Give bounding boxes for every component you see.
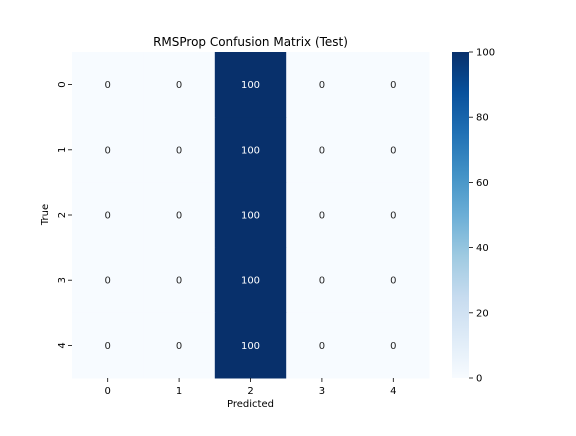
heatmap-cell-r3-c3 [286,247,359,314]
heatmap-cell-r2-c4 [357,182,430,249]
cell-annotation-r4-c3: 0 [319,341,325,352]
cell-annotation-r3-c1: 0 [176,276,182,287]
cell-annotation-r1-c3: 0 [319,145,325,156]
cell-annotation-r2-c0: 0 [105,211,111,222]
cell-annotation-r4-c4: 0 [390,341,396,352]
heatmap-cell-r1-c4 [357,117,430,183]
cell-annotation-r2-c1: 0 [176,211,182,222]
cell-annotation-r1-c1: 0 [176,145,182,156]
cell-annotation-r4-c2: 100 [241,341,260,352]
heatmap-cell-r3-c0 [72,247,144,314]
cell-annotation-r3-c2: 100 [241,276,260,287]
cell-annotation-r0-c2: 100 [241,80,260,91]
cell-annotation-r0-c4: 0 [390,80,396,91]
y-axis-label: True [40,204,51,226]
heatmap-cell-r3-c4 [357,247,430,314]
colorbar-ticks: 0 20 40 60 80 100 [469,48,495,385]
colorbar-tick-label-2: 40 [476,243,489,254]
colorbar-tick-label-4: 80 [476,113,489,124]
cell-annotation-r3-c4: 0 [390,276,396,287]
heatmap-cell-r2-c0 [72,182,144,249]
y-axis-ticks: 0 1 2 3 4 [57,81,72,349]
colorbar-tick-label-3: 60 [476,178,489,189]
heatmap-cell-r0-c1 [143,52,216,118]
cell-annotation-r0-c3: 0 [319,80,325,91]
cell-annotations: 0 0 100 0 0 0 0 100 0 0 0 0 100 0 0 0 0 100 0 0 0 0 100 0 0 [105,80,397,352]
cell-annotation-r0-c0: 0 [105,80,111,91]
heatmap-cell-r0-c2 [214,52,287,118]
heatmap-cell-r1-c0 [72,117,144,183]
heatmap-cell-r2-c3 [286,182,359,249]
cell-annotation-r2-c4: 0 [390,211,396,222]
heatmap-cell-r3-c1 [143,247,216,314]
heatmap-cell-r1-c3 [286,117,359,183]
colorbar-tick-label-0: 0 [476,374,482,385]
heatmap-cell-r4-c2 [214,312,287,379]
heatmap-cell-r0-c3 [286,52,359,118]
heatmap-cells [72,52,430,379]
y-tick-label-2: 2 [57,212,68,218]
heatmap-cell-r4-c1 [143,312,216,379]
heatmap-cell-r2-c2 [214,182,287,249]
x-tick-label-2: 2 [247,386,253,397]
chart-title: RMSProp Confusion Matrix (Test) [153,35,348,49]
cell-annotation-r4-c1: 0 [176,341,182,352]
cell-annotation-r1-c2: 100 [241,145,260,156]
colorbar [452,52,469,378]
cell-annotation-r0-c1: 0 [176,80,182,91]
heatmap-cell-r0-c4 [357,52,430,118]
x-tick-label-3: 3 [319,386,325,397]
cell-annotation-r2-c2: 100 [241,211,260,222]
heatmap-cell-r4-c4 [357,312,430,379]
colorbar-tick-label-5: 100 [476,48,495,59]
x-tick-label-4: 4 [390,386,396,397]
heatmap-cell-r2-c1 [143,182,216,249]
cell-annotation-r2-c3: 0 [319,211,325,222]
cell-annotation-r1-c0: 0 [105,145,111,156]
cell-annotation-r3-c0: 0 [105,276,111,287]
cell-annotation-r3-c3: 0 [319,276,325,287]
colorbar-tick-label-1: 20 [476,308,489,319]
cell-annotation-r1-c4: 0 [390,145,396,156]
heatmap-cell-r4-c0 [72,312,144,379]
x-axis-label: Predicted [227,399,274,410]
x-tick-label-1: 1 [176,386,182,397]
x-axis-ticks: 0 1 2 3 4 [105,378,396,397]
heatmap-cell-r1-c1 [143,117,216,183]
y-tick-label-0: 0 [57,81,68,87]
heatmap-cell-r3-c2 [214,247,287,314]
cell-annotation-r4-c0: 0 [105,341,111,352]
heatmap-cell-r1-c2 [214,117,287,183]
x-tick-label-0: 0 [105,386,111,397]
heatmap-cell-r0-c0 [72,52,144,118]
y-tick-label-4: 4 [57,342,68,348]
y-tick-label-3: 3 [57,277,68,283]
y-tick-label-1: 1 [57,147,68,153]
heatmap-cell-r4-c3 [286,312,359,379]
